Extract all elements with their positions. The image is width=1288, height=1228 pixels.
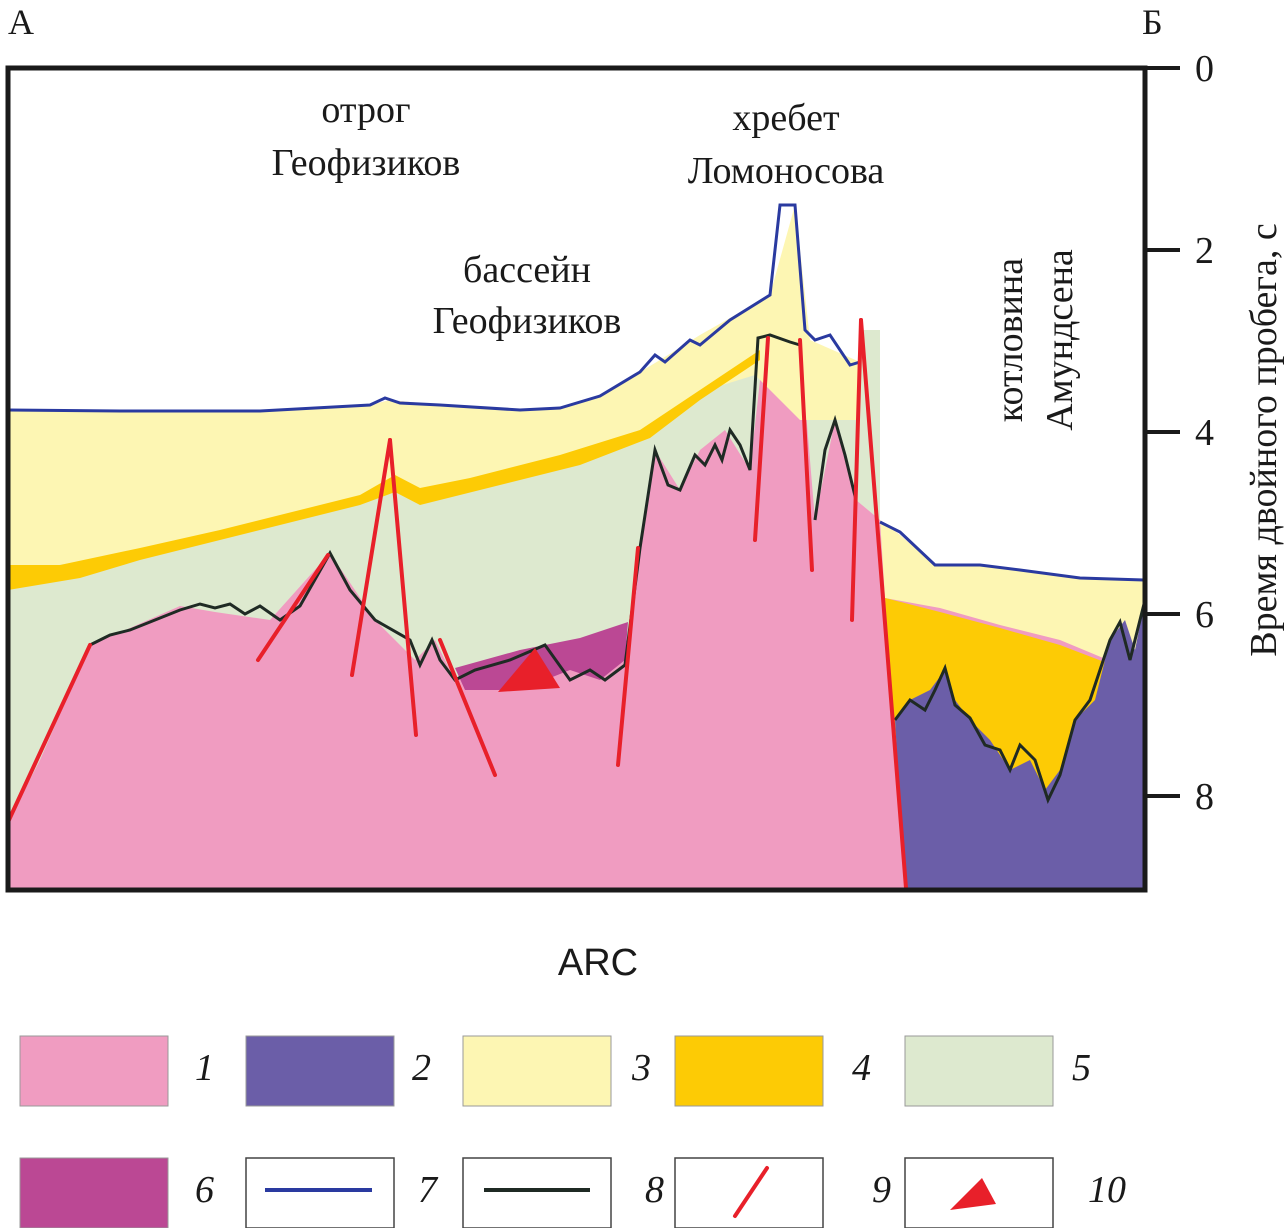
legend-swatch-6	[19, 1157, 169, 1228]
corner-label-a: А	[8, 2, 34, 42]
layer-2-violet	[895, 600, 1145, 890]
legend-triangle-icon	[950, 1178, 996, 1210]
corner-label-b: Б	[1142, 2, 1163, 42]
label-spur-line2: Геофизиков	[272, 142, 461, 184]
label-ridge-line2: Ломоносова	[688, 150, 885, 192]
legend-num-7: 7	[418, 1169, 439, 1211]
legend-num-2: 2	[412, 1047, 431, 1089]
legend-swatch-5	[904, 1035, 1054, 1107]
y-tick-label: 2	[1195, 230, 1214, 272]
legend-num-3: 3	[631, 1047, 651, 1089]
seafloor-line-right	[879, 520, 1146, 582]
legend-fault-icon	[733, 1166, 769, 1218]
y-tick-label: 8	[1195, 776, 1214, 818]
label-amundsen-line2: Амундсена	[1039, 249, 1081, 431]
section-caption: ARC	[558, 942, 638, 984]
seafloor-line	[7, 203, 861, 413]
legend-num-4: 4	[852, 1047, 871, 1089]
legend-num-9: 9	[872, 1169, 891, 1211]
basement-top-line-right	[893, 599, 1147, 805]
magmatic-body	[498, 648, 560, 692]
legend-num-1: 1	[195, 1047, 214, 1089]
legend-swatch-2	[245, 1035, 395, 1107]
legend-swatch-1	[19, 1035, 169, 1107]
faults	[6, 318, 908, 890]
layer-3-yellow-right	[880, 520, 1145, 680]
legend-swatch-7	[245, 1157, 395, 1228]
legend-swatch-3	[462, 1035, 612, 1107]
label-basin-line1: бассейн	[463, 249, 591, 291]
legend-swatch-4	[674, 1035, 824, 1107]
legend-num-6: 6	[195, 1169, 214, 1211]
basement-top-line	[89, 333, 801, 682]
water-column-left	[8, 68, 860, 411]
legend: 1 2 3 4 5 6 7 8 9 10	[19, 1035, 1126, 1228]
layer-4-orange-left	[8, 350, 760, 590]
label-basin-line2: Геофизиков	[433, 300, 622, 342]
legend-num-5: 5	[1072, 1047, 1091, 1089]
y-axis-title: Время двойного пробега, с	[1243, 223, 1285, 656]
label-spur-line1: отрог	[321, 89, 410, 131]
layer-5-green	[8, 330, 880, 822]
basement-top-line-2	[813, 414, 858, 521]
y-tick-label: 6	[1195, 594, 1214, 636]
y-tick-label: 0	[1195, 48, 1214, 90]
layer-3-yellow-left	[8, 205, 860, 568]
y-tick-label: 4	[1195, 412, 1214, 454]
label-amundsen-line1: котловина	[989, 258, 1031, 422]
water-column-right	[856, 68, 1145, 580]
plot-frame	[5, 65, 1148, 893]
y-axis: 0 2 4 6 8 Время двойного пробега, с	[1145, 48, 1285, 818]
section-plot	[5, 65, 1148, 893]
legend-swatch-8	[462, 1157, 612, 1228]
label-ridge-line1: хребет	[732, 97, 840, 139]
legend-num-8: 8	[645, 1169, 664, 1211]
legend-num-10: 10	[1088, 1169, 1126, 1211]
